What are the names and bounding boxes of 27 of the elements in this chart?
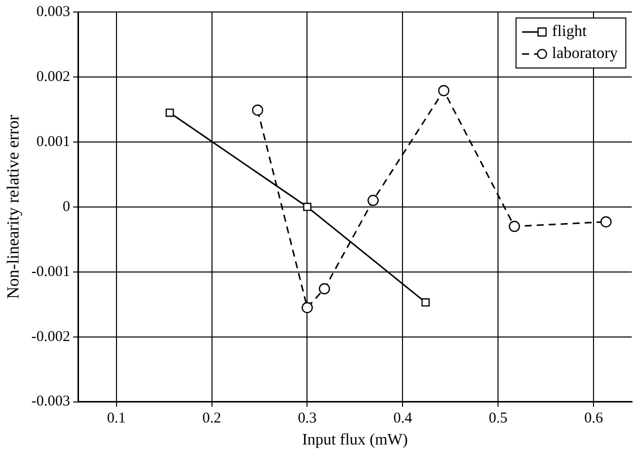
legend-label: flight [552,23,588,40]
y-tick-label: 0.002 [36,68,70,85]
point [252,104,264,116]
point [166,108,174,117]
y-tick-label: 0.001 [36,134,70,150]
x-tick-label: 0.3 [298,410,317,427]
point [600,216,612,228]
point [508,220,520,232]
y-axis-title: Non-linearity relative error [4,114,23,299]
x-tick-label: 0.1 [106,410,126,427]
legend-label: laboratory [552,45,618,62]
x-axis-title: Input flux (mW) [302,432,408,449]
point [303,202,312,212]
x-tick-label: 0.5 [488,410,508,427]
point [438,85,450,96]
y-tick-label: -0.001 [31,264,70,280]
y-tick-label: 0.003 [36,4,70,20]
x-tick-label: 0.2 [202,410,222,427]
y-tick-label: 0 [62,198,70,215]
point [302,302,313,314]
point [421,298,430,307]
x-tick-label: 0.6 [584,410,604,427]
x-tick-label: 0.4 [393,410,413,427]
y-tick-label: -0.003 [31,394,70,410]
y-tick-label: -0.002 [31,328,70,345]
point [318,283,330,294]
point [368,194,379,206]
